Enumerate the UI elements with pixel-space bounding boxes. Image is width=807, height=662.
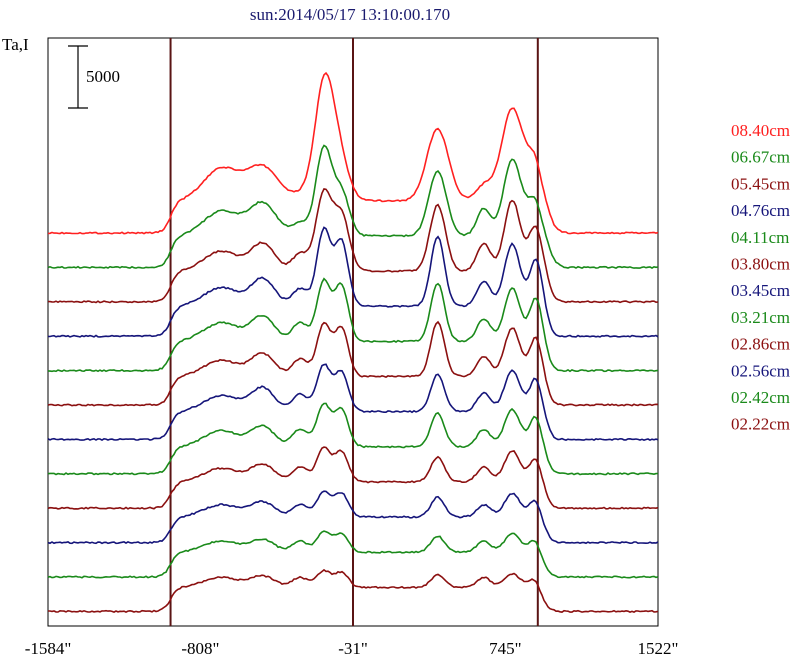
series-line-03.80cm [47,320,659,407]
series-line-02.22cm [48,568,659,613]
y-axis-label: Ta,I [2,35,29,54]
x-tick-label-3: 745" [489,639,521,658]
scale-bar: 5000 [68,45,120,109]
series-line-03.21cm [47,402,659,476]
legend-item-04.11cm: 04.11cm [731,228,789,247]
series-line-03.45cm [47,363,659,442]
legend-item-03.80cm: 03.80cm [731,255,790,274]
series-line-06.67cm [47,144,659,270]
x-tick-label-2: -31" [338,639,368,658]
legend-item-02.56cm: 02.56cm [731,361,790,380]
x-tick-labels: -1584" -808" -31" 745" 1522" [25,639,679,658]
chart-title: sun:2014/05/17 13:10:00.170 [250,5,450,24]
legend: 08.40cm 06.67cm 05.45cm 04.76cm 04.11cm 03.80… [731,121,790,434]
x-tick-label-0: -1584" [25,639,72,658]
series-line-02.86cm [47,446,659,510]
legend-item-08.40cm: 08.40cm [731,121,790,140]
series-line-08.40cm [47,71,659,235]
series-line-05.45cm [48,187,659,304]
legend-item-04.76cm: 04.76cm [731,201,790,220]
series-line-02.42cm [47,530,659,579]
legend-item-05.45cm: 05.45cm [731,174,790,193]
series-traces [47,71,659,613]
legend-item-02.22cm: 02.22cm [731,415,790,434]
series-line-02.56cm [47,490,659,545]
series-line-04.76cm [47,226,659,338]
reference-lines [169,38,539,626]
legend-item-03.45cm: 03.45cm [731,281,790,300]
x-tick-label-1: -808" [181,639,219,658]
legend-item-06.67cm: 06.67cm [731,148,790,167]
legend-item-02.42cm: 02.42cm [731,388,790,407]
legend-item-03.21cm: 03.21cm [731,308,790,327]
series-line-04.11cm [47,277,659,373]
legend-item-02.86cm: 02.86cm [731,335,790,354]
x-tick-label-4: 1522" [638,639,679,658]
scale-bar-label: 5000 [86,67,120,86]
